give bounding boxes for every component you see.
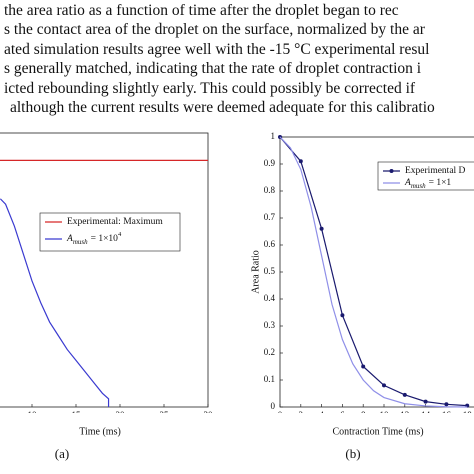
x-tick-label: 10 [28, 410, 38, 420]
body-text: the area ratio as a function of time aft… [0, 0, 474, 120]
legend-label-part: A [404, 178, 411, 188]
point [298, 159, 303, 164]
x-tick-label: 2 [299, 410, 304, 420]
text-line: s the contact area of the droplet on the… [4, 21, 425, 38]
legend-label: Amush = 1×1 [404, 178, 451, 189]
y-tick-label: 0.9 [264, 158, 276, 168]
text-line: icted rebounding slightly early. This co… [4, 80, 416, 97]
legend-box [39, 212, 181, 252]
x-tick-label: 8 [361, 410, 366, 420]
y-tick-label: 0.7 [264, 212, 276, 222]
x-tick-label: 20 [116, 410, 126, 420]
legend-label-part: mush [73, 238, 88, 246]
series-line [279, 136, 468, 408]
series-line [0, 198, 110, 407]
legend-label-part: mush [411, 182, 426, 190]
chart: 0 2 4 6 8 10 12 14 16 18 [278, 135, 474, 420]
legend: Experimental: Maximum Amush = 1×104 [39, 212, 181, 252]
point [382, 383, 386, 388]
legend-marker [389, 169, 394, 173]
x-tick-label: 14 [421, 410, 431, 420]
x-tick-label: 18 [463, 410, 473, 420]
legend-label: Experimental: Maximum [67, 217, 163, 227]
y-tick-label: 0.5 [264, 266, 276, 276]
y-tick-label: 0.4 [264, 293, 276, 303]
x-axis-label: Time (ms) [79, 426, 121, 437]
x-tick-label: 12 [400, 410, 409, 420]
legend-label-part: A [66, 234, 73, 244]
y-tick-label: 0.1 [264, 374, 275, 384]
legend-label-part: = 1×1 [429, 178, 452, 188]
legend-box [377, 161, 474, 191]
caption: (b) [345, 446, 360, 461]
legend-label-part: Experimental D [405, 166, 466, 176]
plot-frame [0, 132, 209, 408]
text-line: although the current results were deemed… [10, 99, 435, 116]
point [444, 402, 449, 407]
text-line: s generally matched, indicating that the… [4, 60, 422, 77]
point [402, 392, 407, 397]
y-tick-label: 0.6 [264, 239, 276, 249]
point [361, 364, 366, 369]
text-line: the area ratio as a function of time aft… [4, 2, 399, 19]
x-tick-label: 10 [380, 410, 390, 420]
legend-label-part: Experimental: Maximum [67, 217, 163, 227]
series-line [279, 136, 468, 407]
point [340, 313, 345, 318]
x-tick-label: 30 [204, 410, 214, 420]
text-line: ated simulation results agree well with … [4, 41, 430, 58]
y-tick-label: 1 [271, 131, 276, 141]
legend-label: Experimental D [405, 166, 466, 176]
y-axis-label: Area Ratio [250, 250, 261, 294]
y-tick-label: 0 [271, 401, 276, 411]
y-tick-label: 0.3 [264, 320, 276, 330]
point [423, 399, 428, 404]
x-tick-label: 4 [319, 410, 324, 420]
chart: 10 15 20 25 30 [0, 132, 214, 420]
x-tick-label: 15 [72, 410, 82, 420]
y-tick-label: 0.8 [264, 185, 276, 195]
y-tick-label: 0.2 [264, 347, 275, 357]
x-axis-label: Contraction Time (ms) [332, 426, 423, 437]
legend-label-part: = 1×10 [91, 234, 119, 244]
point [319, 226, 324, 231]
caption: (a) [55, 446, 69, 461]
x-tick-label: 25 [160, 410, 170, 420]
legend: Experimental D Amush = 1×1 [377, 161, 474, 191]
legend-label-part: 4 [118, 231, 122, 238]
legend-label: Amush = 1×104 [66, 231, 122, 245]
x-tick-label: 0 [278, 410, 283, 420]
x-tick-label: 16 [442, 410, 452, 420]
x-tick-label: 6 [340, 410, 345, 420]
